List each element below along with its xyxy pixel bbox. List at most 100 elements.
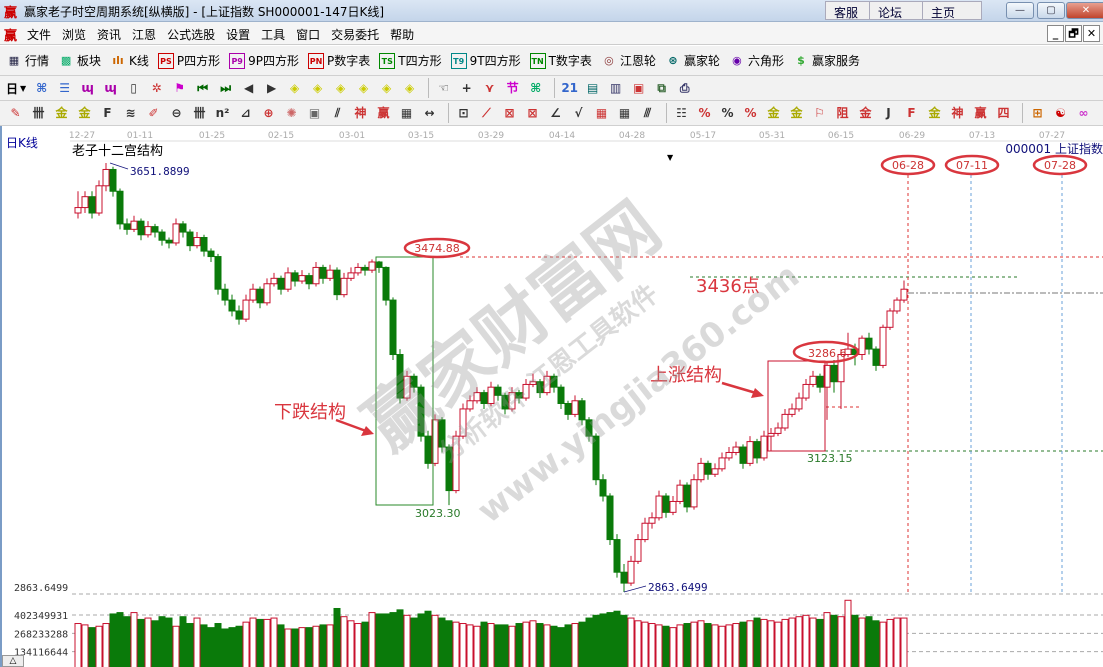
- scroll-up-button[interactable]: △: [2, 655, 24, 667]
- yin-yang-icon[interactable]: ☯: [1055, 106, 1066, 120]
- toolbar-button-dollar[interactable]: $ 赢家服务: [793, 52, 860, 69]
- box-icon[interactable]: ⊡: [458, 106, 469, 120]
- save-icon[interactable]: ▣: [633, 81, 645, 95]
- star-icon[interactable]: ✺: [286, 106, 297, 120]
- menu-item[interactable]: 文件: [27, 28, 52, 42]
- percent-icon[interactable]: %: [721, 106, 734, 120]
- toolbar-button-quote-table[interactable]: ▦ 行情: [6, 52, 49, 69]
- homepage-link[interactable]: 主页: [922, 1, 982, 20]
- win-icon[interactable]: 赢: [377, 106, 390, 120]
- fib-icon[interactable]: F: [103, 106, 112, 120]
- speed-lines-icon[interactable]: ⫽: [334, 106, 341, 120]
- percent-lines-icon[interactable]: %: [744, 106, 757, 120]
- hand-icon[interactable]: ☜: [438, 81, 450, 95]
- toolbar-button-ts[interactable]: TS T四方形: [379, 52, 442, 69]
- left-icon[interactable]: ◀: [244, 81, 254, 95]
- gold-fan-icon[interactable]: 金: [928, 106, 941, 120]
- zoom-left-icon[interactable]: ◈: [290, 81, 300, 95]
- menu-item[interactable]: 帮助: [390, 28, 415, 42]
- toolbar-button-kline[interactable]: ılı K线: [110, 52, 149, 69]
- win-fan-icon[interactable]: 赢: [974, 106, 987, 120]
- notes-icon[interactable]: ☰: [59, 81, 71, 95]
- toolbar-button-p9[interactable]: P9 9P四方形: [229, 52, 299, 69]
- wave-icon[interactable]: ≋: [125, 106, 136, 120]
- grid-lines-icon[interactable]: 卌: [32, 106, 45, 120]
- gold-icon[interactable]: 金: [55, 106, 68, 120]
- crosshair-icon[interactable]: +: [461, 81, 472, 95]
- gold2-icon[interactable]: 金: [78, 106, 91, 120]
- triangle-icon[interactable]: ⊿: [240, 106, 251, 120]
- indicator-3-icon[interactable]: ɰ: [81, 81, 94, 95]
- toolbar-button-tn[interactable]: TN T数字表: [529, 52, 592, 69]
- menu-item[interactable]: 设置: [226, 28, 251, 42]
- candle-type-icon[interactable]: ▯: [130, 81, 137, 95]
- grid-icon[interactable]: ▦: [400, 106, 413, 120]
- kline-chart[interactable]: 12-27 01-11 01-25 02-15 03-01 03-15 03-29 04-14…: [0, 126, 1103, 667]
- zhen-fan-icon[interactable]: 神: [951, 106, 964, 120]
- mdi-close-button[interactable]: ✕: [1083, 25, 1100, 42]
- zoom-in-icon[interactable]: ◈: [359, 81, 369, 95]
- forum-link[interactable]: 论坛: [869, 1, 929, 20]
- toolbar-button-winner-wheel[interactable]: ⊛ 赢家轮: [665, 52, 720, 69]
- gann-square-icon[interactable]: ⊠: [527, 106, 538, 120]
- levels-icon[interactable]: ☷: [676, 106, 687, 120]
- line-icon[interactable]: ⋎: [484, 81, 495, 95]
- rocket-icon[interactable]: ⚐: [814, 106, 825, 120]
- maximize-button[interactable]: ▢: [1037, 2, 1065, 19]
- percent-fan-icon[interactable]: %: [698, 106, 711, 120]
- gold-lines-icon[interactable]: 金: [790, 106, 803, 120]
- last-icon[interactable]: ⏭: [220, 81, 232, 95]
- infinity-icon[interactable]: ∞: [1078, 106, 1089, 120]
- j-fan-icon[interactable]: J: [886, 106, 891, 120]
- mdi-minimize-button[interactable]: _: [1047, 25, 1064, 42]
- calculator-icon[interactable]: ▤: [587, 81, 599, 95]
- minimize-button[interactable]: —: [1006, 2, 1034, 19]
- menu-item[interactable]: 江恩: [132, 28, 157, 42]
- matrix2-icon[interactable]: ▦: [618, 106, 631, 120]
- god-icon[interactable]: 神: [354, 106, 367, 120]
- toolbar-button-pn[interactable]: PN P数字表: [308, 52, 370, 69]
- fan-icon[interactable]: ⟋: [482, 106, 491, 120]
- gold-circle-icon[interactable]: 金: [767, 106, 780, 120]
- toolbar-button-ps[interactable]: PS P四方形: [157, 52, 220, 69]
- menu-item[interactable]: 浏览: [62, 28, 87, 42]
- square-icon[interactable]: ▣: [308, 106, 321, 120]
- toolbar-button-t9[interactable]: T9 9T四方形: [450, 52, 521, 69]
- cycle-icon[interactable]: ✲: [151, 81, 162, 95]
- chart-mode-icon[interactable]: ⌘: [36, 81, 48, 95]
- network-icon[interactable]: ⧉: [657, 81, 666, 95]
- zoom-out-icon[interactable]: ◈: [382, 81, 392, 95]
- target-icon[interactable]: ⊕: [263, 106, 274, 120]
- menu-item[interactable]: 交易委托: [331, 28, 380, 42]
- period-dropdown[interactable]: 日 ▼: [6, 80, 26, 97]
- calendar-icon[interactable]: 21: [561, 81, 579, 95]
- print-icon[interactable]: ⎙: [679, 81, 690, 95]
- range-icon[interactable]: ↔: [424, 106, 435, 120]
- flag-icon[interactable]: ⚑: [174, 81, 186, 95]
- resist-icon[interactable]: 阻: [836, 106, 849, 120]
- indicator-9-icon[interactable]: ɰ: [104, 81, 117, 95]
- matrix-icon[interactable]: ▦: [595, 106, 608, 120]
- first-icon[interactable]: ⏮: [197, 81, 209, 95]
- cycle-lines-icon[interactable]: 卌: [193, 106, 206, 120]
- pen-icon[interactable]: ✎: [10, 106, 21, 120]
- toolbar-button-gann-wheel[interactable]: ◎ 江恩轮: [601, 52, 656, 69]
- right-icon[interactable]: ▶: [267, 81, 277, 95]
- four-fan-icon[interactable]: 四: [997, 106, 1010, 120]
- marker-icon[interactable]: ✐: [148, 106, 159, 120]
- zoom-v-icon[interactable]: ◈: [405, 81, 415, 95]
- toolbar-button-sector[interactable]: ▩ 板块: [58, 52, 101, 69]
- pattern-icon[interactable]: ⌘: [530, 81, 542, 95]
- mdi-restore-button[interactable]: 🗗: [1065, 25, 1082, 42]
- close-button[interactable]: ✕: [1066, 2, 1103, 19]
- document-icon[interactable]: ▥: [610, 81, 622, 95]
- n2-icon[interactable]: n²: [215, 106, 230, 120]
- table-grid-icon[interactable]: ⊞: [1032, 106, 1043, 120]
- parallel-icon[interactable]: ⫻: [643, 106, 652, 120]
- gann-box-icon[interactable]: ⊠: [504, 106, 515, 120]
- circle-icon[interactable]: ⊖: [171, 106, 182, 120]
- gold-box-icon[interactable]: 金: [859, 106, 872, 120]
- menu-item[interactable]: 公式选股: [167, 28, 216, 42]
- v-icon[interactable]: √: [574, 106, 583, 120]
- menu-item[interactable]: 窗口: [296, 28, 321, 42]
